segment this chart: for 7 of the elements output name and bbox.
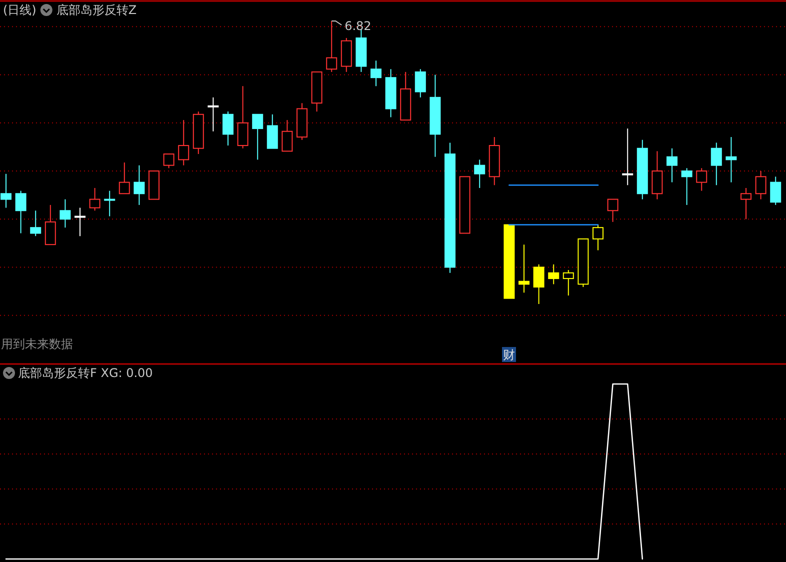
chart-title: (日线): [3, 3, 36, 17]
annotation: 6.82: [344, 19, 372, 33]
chart-title: 底部岛形反转F XG: 0.00: [18, 366, 153, 380]
annotation: 用到未来数据: [1, 337, 73, 351]
chart-subtitle: 底部岛形反转Z: [56, 3, 137, 17]
annotation: 财: [502, 347, 516, 362]
annotation: 6.82: [331, 19, 372, 33]
